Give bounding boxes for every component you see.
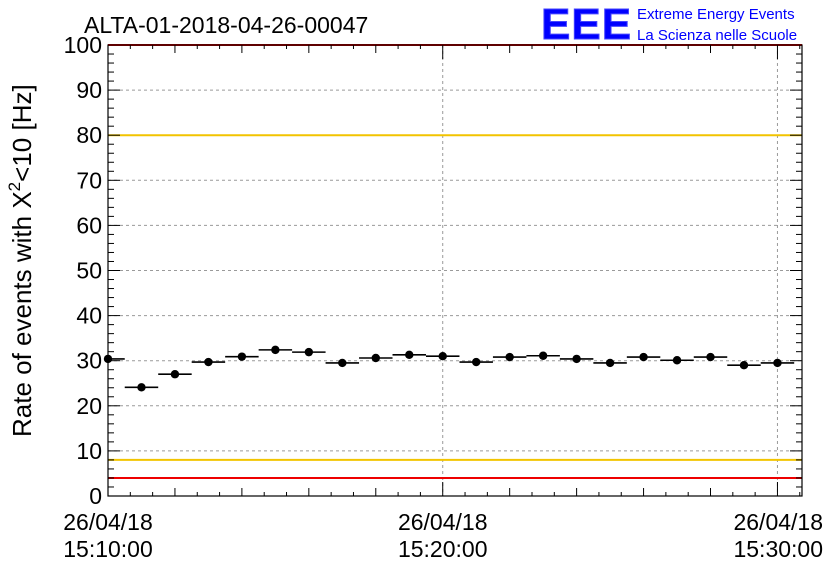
eee-logo: EEE Extreme Energy Events La Scienza nel… <box>541 0 798 50</box>
y-tick-label: 100 <box>64 32 102 58</box>
x-tick-label-time: 15:30:00 <box>733 536 823 562</box>
data-point <box>706 352 715 362</box>
logo-mark: EEE <box>541 0 632 49</box>
x-tick-label-time: 15:20:00 <box>398 536 488 562</box>
grid <box>108 45 802 496</box>
data-point <box>338 358 347 368</box>
y-tick-label: 50 <box>76 258 102 284</box>
data-point <box>271 345 280 355</box>
data-point <box>672 356 682 365</box>
logo-line1: Extreme Energy Events <box>637 6 795 23</box>
y-axis-label-prefix: Rate of events with <box>7 209 37 437</box>
y-axis-label-symbol: X <box>7 191 37 208</box>
y-tick-label: 90 <box>76 77 102 103</box>
chart-title: ALTA-01-2018-04-26-00047 <box>84 12 368 38</box>
y-tick-label: 10 <box>76 438 102 464</box>
y-axis-label-suffix: <10 [Hz] <box>7 84 37 182</box>
data-point <box>204 357 213 367</box>
data-point <box>371 353 380 363</box>
y-tick-label: 30 <box>76 348 102 374</box>
data-point <box>471 357 481 367</box>
x-tick-label-date: 26/04/18 <box>733 509 823 535</box>
axis-ticks <box>107 44 802 497</box>
data-point <box>237 352 247 361</box>
y-axis-label: Rate of events with X2<10 [Hz] <box>5 84 37 437</box>
data-point <box>170 370 180 379</box>
data-point <box>605 358 615 368</box>
data-point <box>538 351 548 360</box>
y-tick-label: 60 <box>76 212 102 238</box>
y-tick-label: 20 <box>76 393 102 419</box>
x-tick-label-date: 26/04/18 <box>398 509 488 535</box>
y-tick-label: 0 <box>89 483 102 509</box>
data-point <box>137 383 146 392</box>
data-point <box>639 352 648 362</box>
y-tick-label: 70 <box>76 167 102 193</box>
data-point <box>438 351 447 361</box>
tick-labels: 010203040506070809010026/04/1815:10:0026… <box>63 32 823 562</box>
data-point <box>405 350 414 360</box>
data-point <box>103 354 113 364</box>
logo-line2: La Scienza nelle Scuole <box>637 27 797 44</box>
data-points <box>103 345 795 392</box>
y-tick-label: 40 <box>76 303 102 329</box>
data-point <box>304 347 314 357</box>
data-point <box>739 361 749 370</box>
data-point <box>773 358 782 368</box>
data-point <box>572 354 581 364</box>
data-point <box>505 352 514 362</box>
x-tick-label-date: 26/04/18 <box>63 509 153 535</box>
y-tick-label: 80 <box>76 122 102 148</box>
reference-lines <box>108 44 802 479</box>
y-axis-label-superscript: 2 <box>5 182 24 191</box>
x-tick-label-time: 15:10:00 <box>63 536 153 562</box>
